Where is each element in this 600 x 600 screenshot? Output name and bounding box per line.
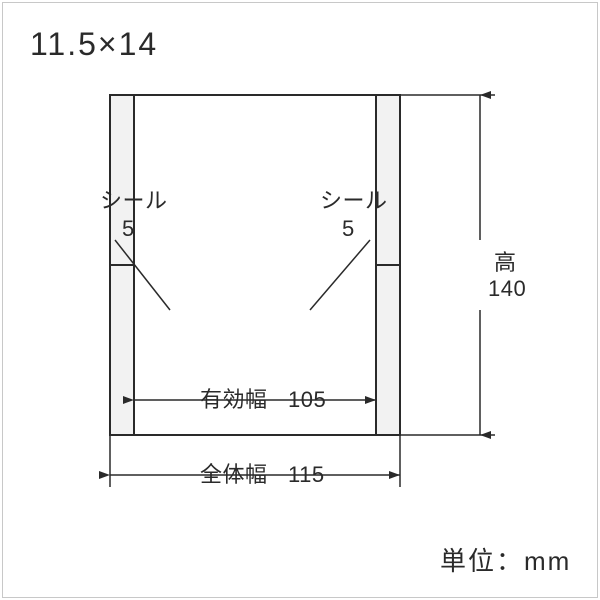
total-width-label: 全体幅 (200, 464, 268, 486)
effective-width-value: 105 (288, 389, 326, 411)
height-value: 140 (488, 278, 526, 300)
seal-right-value: 5 (342, 218, 355, 240)
height-label: 高 (494, 252, 517, 274)
seal-left-label: シール (100, 190, 168, 212)
total-width-value: 115 (288, 464, 325, 486)
seal-right-label: シール (320, 190, 388, 212)
effective-width-label: 有効幅 (200, 389, 268, 411)
title: 11.5×14 (30, 28, 158, 60)
seal-left-value: 5 (122, 218, 135, 240)
unit-label: 単位：mm (440, 548, 571, 574)
